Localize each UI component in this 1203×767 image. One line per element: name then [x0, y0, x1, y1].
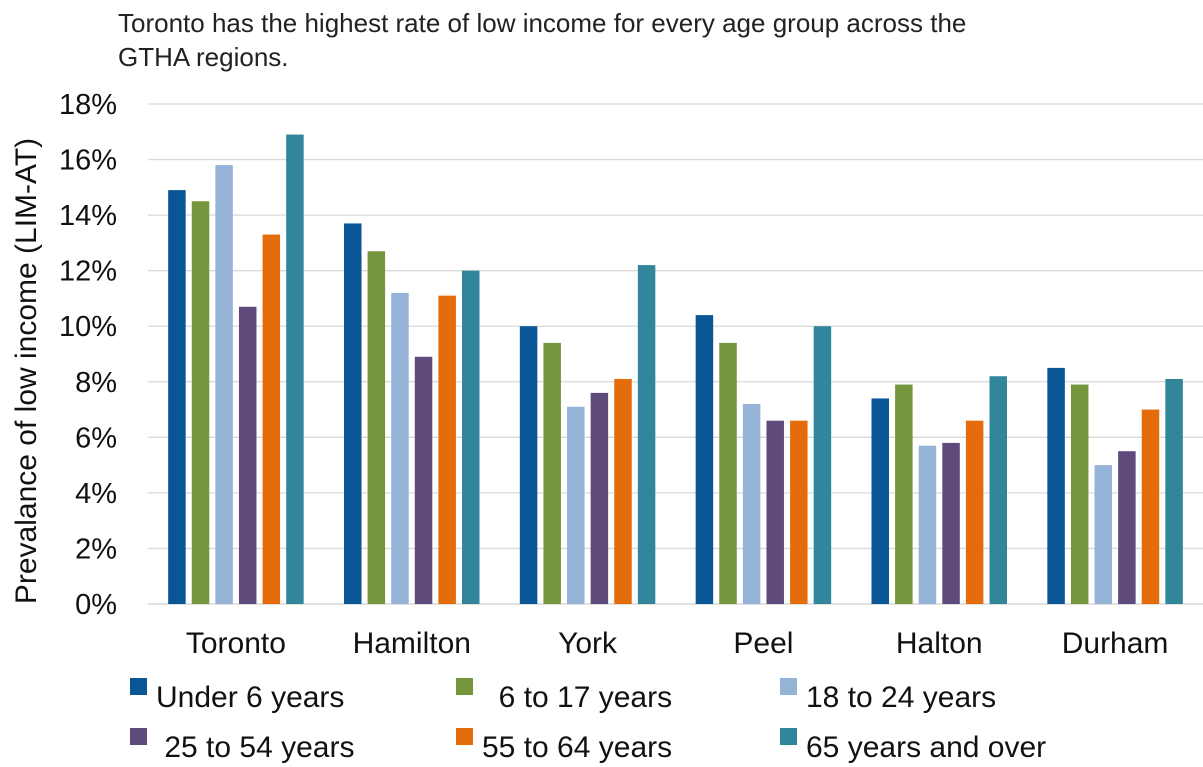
bars: [168, 134, 1183, 605]
legend-label: 18 to 24 years: [806, 681, 996, 714]
legend: Under 6 years 6 to 17 years 18 to 24 year…: [130, 678, 1046, 764]
bar: [238, 306, 257, 604]
bar: [344, 223, 362, 604]
bar: [614, 379, 632, 604]
bar: [543, 342, 561, 604]
bar: [1141, 409, 1160, 604]
bar: [262, 234, 281, 605]
legend-label: 6 to 17 years: [482, 681, 672, 714]
bar: [191, 201, 210, 604]
x-category-labels: Toronto Hamilton York Peel Halton Durham: [186, 627, 1169, 660]
x-category-label: Peel: [733, 627, 793, 660]
legend-swatch: [456, 728, 473, 745]
bar: [1094, 465, 1113, 604]
legend-swatch: [780, 678, 797, 695]
bar: [989, 376, 1007, 604]
bar: [813, 326, 832, 604]
y-tick-label: 6%: [75, 422, 117, 454]
legend-item: 65 years and over: [780, 728, 1046, 764]
bar: [462, 270, 480, 604]
bar: [766, 420, 784, 604]
bar: [567, 406, 585, 604]
legend-label: 65 years and over: [806, 731, 1046, 764]
bar: [637, 265, 656, 604]
chart-title: Toronto has the highest rate of low inco…: [118, 8, 966, 72]
bar: [790, 420, 808, 604]
bar: [1047, 367, 1065, 604]
legend-label: Under 6 years: [156, 681, 344, 714]
bar: [918, 445, 937, 604]
bar: [438, 295, 456, 604]
x-category-label: Hamilton: [353, 627, 471, 660]
bar: [590, 392, 609, 604]
legend-label: 25 to 54 years: [156, 731, 354, 764]
y-tick-label: 4%: [75, 478, 117, 510]
bar: [519, 326, 538, 604]
legend-item: 25 to 54 years: [130, 728, 354, 764]
legend-swatch: [130, 678, 147, 695]
y-tick-label: 12%: [59, 256, 117, 288]
x-category-label: Toronto: [186, 627, 286, 660]
y-tick-label: 10%: [59, 311, 117, 343]
chart-title-line-1: Toronto has the highest rate of low inco…: [118, 8, 966, 38]
legend-label: 55 to 64 years: [482, 731, 672, 764]
legend-swatch: [456, 678, 473, 695]
y-axis-label: Prevalance of low income (LIM-AT): [10, 138, 43, 604]
legend-swatch: [130, 728, 147, 745]
bar: [215, 165, 233, 604]
legend-item: 6 to 17 years: [456, 678, 672, 714]
legend-item: 18 to 24 years: [780, 678, 996, 714]
bar: [1165, 379, 1183, 604]
bar: [871, 398, 889, 604]
bar: [942, 442, 960, 604]
bar: [286, 134, 304, 605]
y-tick-label: 16%: [59, 145, 117, 177]
bar: [965, 420, 984, 604]
legend-item: 55 to 64 years: [456, 728, 672, 764]
bar: [1070, 384, 1089, 604]
y-tick-label: 14%: [59, 200, 117, 232]
y-tick-label: 18%: [59, 89, 117, 121]
x-category-label: Halton: [896, 627, 983, 660]
bar: [414, 356, 433, 604]
y-tick-label: 0%: [75, 589, 117, 621]
legend-swatch: [780, 728, 797, 745]
bar: [367, 251, 386, 604]
bar: [719, 342, 737, 604]
x-category-label: York: [558, 627, 618, 660]
x-category-label: Durham: [1062, 627, 1169, 660]
y-tick-labels: 0% 2% 4% 6% 8% 10% 12% 14% 16% 18%: [59, 89, 117, 621]
y-tick-label: 8%: [75, 367, 117, 399]
gridlines: [148, 103, 1203, 605]
bar: [742, 404, 761, 604]
bar: [895, 384, 913, 604]
bar: [1118, 451, 1136, 604]
chart-title-line-2: GTHA regions.: [118, 42, 289, 72]
bar: [391, 292, 409, 604]
legend-item: Under 6 years: [130, 678, 344, 714]
bar: [168, 190, 186, 604]
bar: [695, 315, 714, 604]
y-tick-label: 2%: [75, 533, 117, 565]
